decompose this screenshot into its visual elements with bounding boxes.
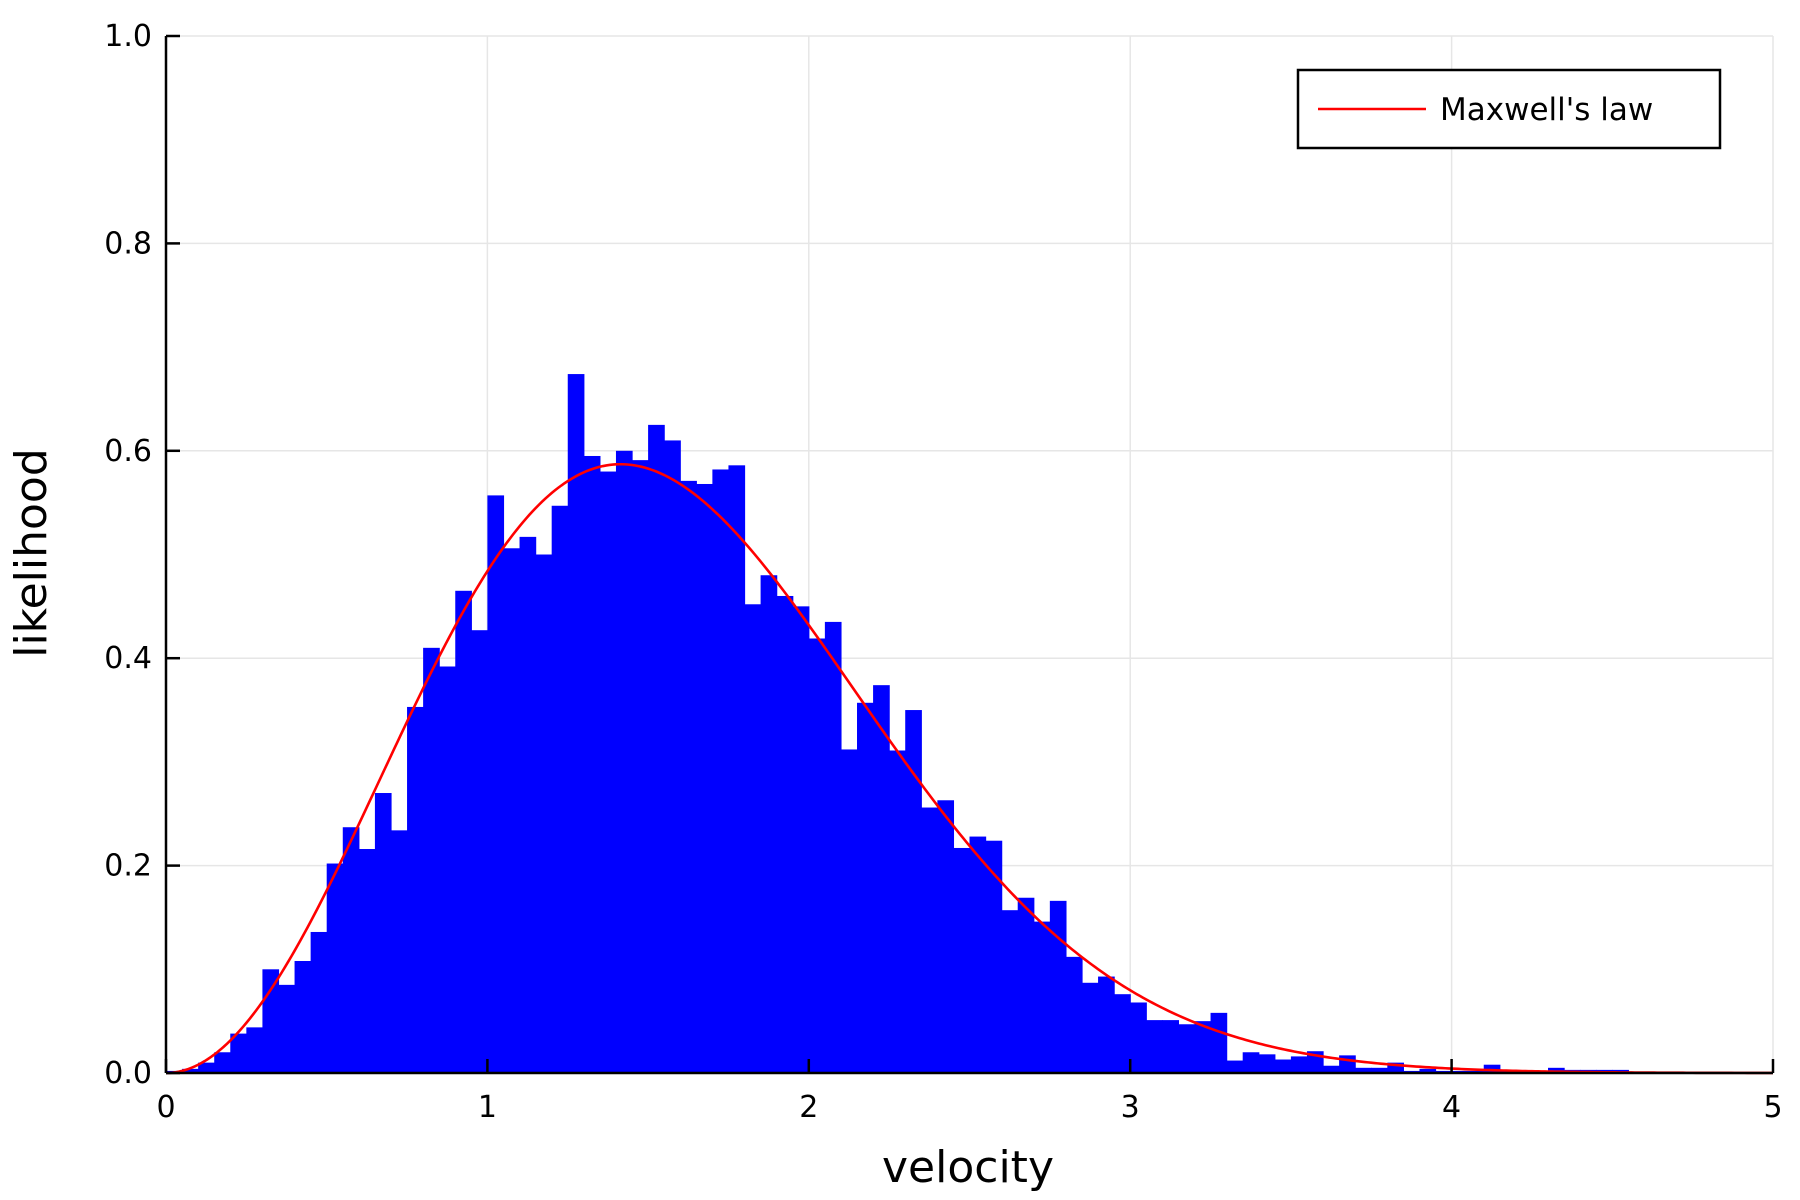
histogram-bar-50 <box>969 836 987 1073</box>
x-tick-label-0: 0 <box>156 1090 175 1125</box>
histogram-bar-52 <box>1001 910 1019 1073</box>
histogram-bar-34 <box>712 469 730 1073</box>
histogram-bar-45 <box>889 750 906 1073</box>
histogram-bar-55 <box>1049 900 1067 1073</box>
histogram-bar-4 <box>230 1033 247 1073</box>
histogram-bar-36 <box>744 604 762 1073</box>
histogram-bar-46 <box>905 710 922 1073</box>
histogram-bar-74 <box>1355 1067 1372 1073</box>
histogram-bar-17 <box>439 666 456 1073</box>
x-tick-label-1: 1 <box>478 1090 497 1125</box>
histogram-bar-32 <box>680 480 697 1073</box>
y-tick-label-5: 1.0 <box>104 19 152 54</box>
histogram-bar-6 <box>262 969 280 1073</box>
histogram-bar-64 <box>1194 1021 1212 1073</box>
histogram-bar-7 <box>278 984 296 1073</box>
histogram-bar-61 <box>1146 1020 1163 1073</box>
histogram-bar-39 <box>792 606 810 1073</box>
histogram-bar-75 <box>1371 1067 1388 1073</box>
y-tick-label-4: 0.8 <box>104 226 152 261</box>
y-axis-title: likelihood <box>6 448 57 658</box>
histogram-bar-40 <box>808 638 826 1073</box>
histogram-bar-38 <box>776 595 794 1073</box>
histogram-bar-49 <box>953 847 971 1073</box>
histogram-bar-1 <box>182 1068 199 1073</box>
histogram-bar-66 <box>1226 1060 1244 1073</box>
histogram-bar-15 <box>407 706 424 1073</box>
histogram-bar-53 <box>1017 897 1035 1073</box>
histogram-bar-68 <box>1258 1054 1276 1073</box>
histogram-bar-16 <box>423 647 440 1073</box>
histogram-bar-11 <box>342 827 360 1073</box>
histogram-bar-24 <box>551 505 569 1073</box>
histogram-bar-25 <box>567 374 585 1073</box>
histogram-bar-23 <box>535 554 553 1073</box>
axes <box>164 34 1775 1075</box>
histogram-bar-27 <box>599 471 617 1073</box>
histogram-bar-3 <box>214 1052 231 1073</box>
histogram-bar-63 <box>1178 1024 1196 1073</box>
histogram-bar-47 <box>921 807 938 1073</box>
y-tick-label-3: 0.6 <box>104 434 152 469</box>
histogram-bar-78 <box>1419 1068 1437 1073</box>
histogram-bar-67 <box>1242 1052 1260 1073</box>
histogram-bar-21 <box>503 548 521 1073</box>
histogram-bar-44 <box>873 685 890 1073</box>
y-tick-label-0: 0.0 <box>104 1056 152 1091</box>
histogram-bar-2 <box>198 1062 215 1073</box>
histogram-bar-82 <box>1483 1064 1501 1073</box>
histogram-bar-28 <box>615 450 633 1073</box>
histogram-bar-60 <box>1130 1002 1147 1073</box>
histogram-bar-57 <box>1081 982 1099 1073</box>
histogram-bar-29 <box>632 460 649 1073</box>
histogram-bar-51 <box>985 840 1003 1073</box>
x-tick-label-3: 3 <box>1121 1090 1140 1125</box>
legend-entry-maxwells-law: Maxwell's law <box>1440 92 1653 128</box>
histogram-bar-20 <box>487 495 505 1073</box>
tick-labels: 0 1 2 3 4 5 0.0 0.2 0.4 0.6 0.8 1.0 <box>104 19 1782 1125</box>
x-tick-label-5: 5 <box>1763 1090 1782 1125</box>
histogram-bar-33 <box>696 483 713 1073</box>
histogram-bar-70 <box>1290 1056 1308 1073</box>
histogram-bar-62 <box>1162 1020 1180 1073</box>
histogram-bar-56 <box>1065 956 1083 1073</box>
histogram-bar-54 <box>1033 921 1051 1073</box>
histogram-bar-42 <box>840 749 858 1073</box>
histogram-bar-12 <box>358 849 376 1073</box>
histogram-bar-69 <box>1274 1059 1292 1073</box>
y-tick-label-2: 0.4 <box>104 641 152 676</box>
histogram-bar-37 <box>760 575 778 1073</box>
histogram-bar-18 <box>455 590 472 1073</box>
histogram-bar-19 <box>471 630 488 1073</box>
histogram-bar-14 <box>390 830 408 1073</box>
histogram-bar-26 <box>583 455 601 1073</box>
series-line-maxwells-law <box>165 462 1773 1075</box>
histogram-bar-10 <box>326 863 344 1073</box>
histogram-bar-65 <box>1210 1012 1228 1073</box>
y-tick-label-1: 0.2 <box>104 849 152 884</box>
histogram-bar-76 <box>1387 1062 1404 1073</box>
histogram-bar-5 <box>246 1027 264 1073</box>
histogram-bar-9 <box>310 931 328 1073</box>
legend: Maxwell's law <box>1296 68 1722 150</box>
histogram-bar-41 <box>824 621 842 1073</box>
histogram-bar-48 <box>937 800 955 1073</box>
histogram-bar-35 <box>728 465 746 1073</box>
histogram-bar-30 <box>648 424 665 1073</box>
histogram-bar-58 <box>1098 976 1115 1073</box>
histogram-bar-72 <box>1323 1065 1340 1073</box>
x-axis-title: velocity <box>882 1142 1054 1193</box>
x-tick-label-2: 2 <box>799 1090 818 1125</box>
histogram-bar-22 <box>519 536 537 1073</box>
histogram-bar-13 <box>374 793 392 1073</box>
histogram-bar-43 <box>857 702 874 1073</box>
histogram-bar-8 <box>294 961 312 1073</box>
series-lines <box>165 462 1773 1075</box>
x-tick-label-4: 4 <box>1442 1090 1461 1125</box>
histogram-bar-31 <box>664 440 681 1073</box>
histogram-bar-59 <box>1114 994 1131 1073</box>
